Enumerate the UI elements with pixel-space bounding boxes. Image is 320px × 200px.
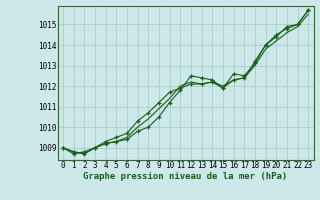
X-axis label: Graphe pression niveau de la mer (hPa): Graphe pression niveau de la mer (hPa) (84, 172, 288, 181)
